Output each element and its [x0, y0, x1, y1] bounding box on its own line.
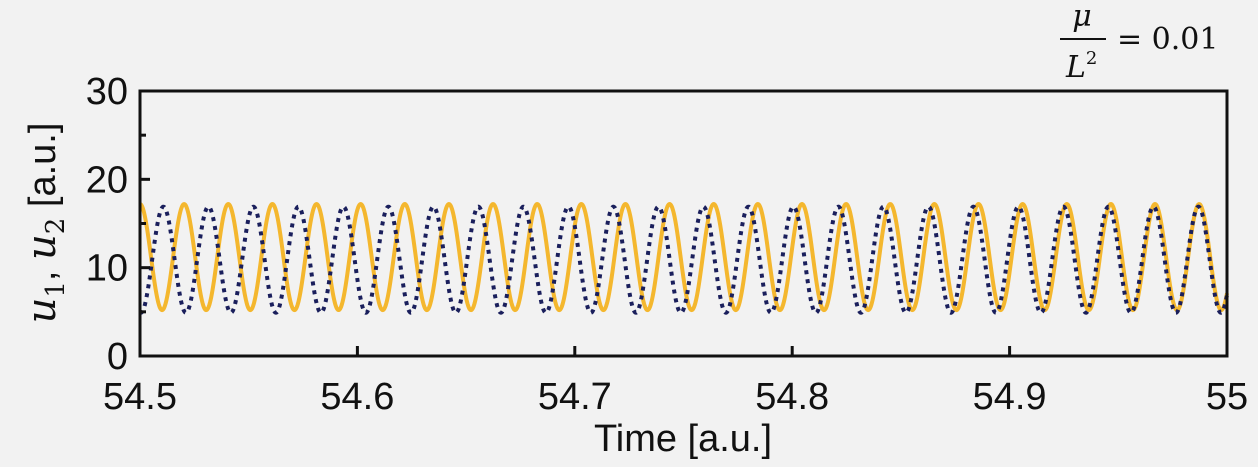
x-tick-label: 54.7	[538, 376, 612, 418]
annotation-value: = 0.01	[1117, 22, 1218, 57]
annotation-numerator: μ	[1072, 0, 1092, 34]
y-axis-var1: u	[19, 298, 65, 324]
y-tick-label: 0	[107, 336, 128, 378]
y-tick-label: 10	[86, 248, 128, 290]
y-axis-sub1: 1	[41, 281, 71, 298]
y-tick-label: 20	[86, 159, 128, 201]
series-line-2	[138, 204, 1229, 315]
y-axis-sub2: 2	[41, 218, 71, 235]
x-tick-label: 54.9	[973, 376, 1047, 418]
annotation-denominator-base: L	[1065, 50, 1086, 85]
y-axis-title: u1, u2 [a.u.]	[19, 123, 71, 324]
series-layer	[138, 202, 1229, 315]
y-axis-unit: [a.u.]	[22, 123, 64, 218]
series-line-1	[139, 202, 1229, 313]
annotation-denominator: L2	[1065, 48, 1097, 85]
ticks-layer: 54.5 54.6 54.7 54.8 54.9 55 0 10 20 30	[86, 71, 1248, 418]
x-tick-label: 54.6	[320, 376, 394, 418]
y-tick-label: 30	[86, 71, 128, 113]
y-axis-var2: u	[19, 234, 65, 260]
annotation-denominator-exp: 2	[1086, 48, 1097, 69]
plot-background	[140, 91, 1227, 356]
x-axis-title: Time [a.u.]	[594, 418, 772, 460]
y-axis-sep: ,	[22, 260, 64, 281]
parameter-annotation: μ L2 = 0.01	[1060, 0, 1218, 85]
x-tick-label: 54.8	[755, 376, 829, 418]
x-tick-label: 55	[1206, 376, 1248, 418]
x-tick-label: 54.5	[103, 376, 177, 418]
